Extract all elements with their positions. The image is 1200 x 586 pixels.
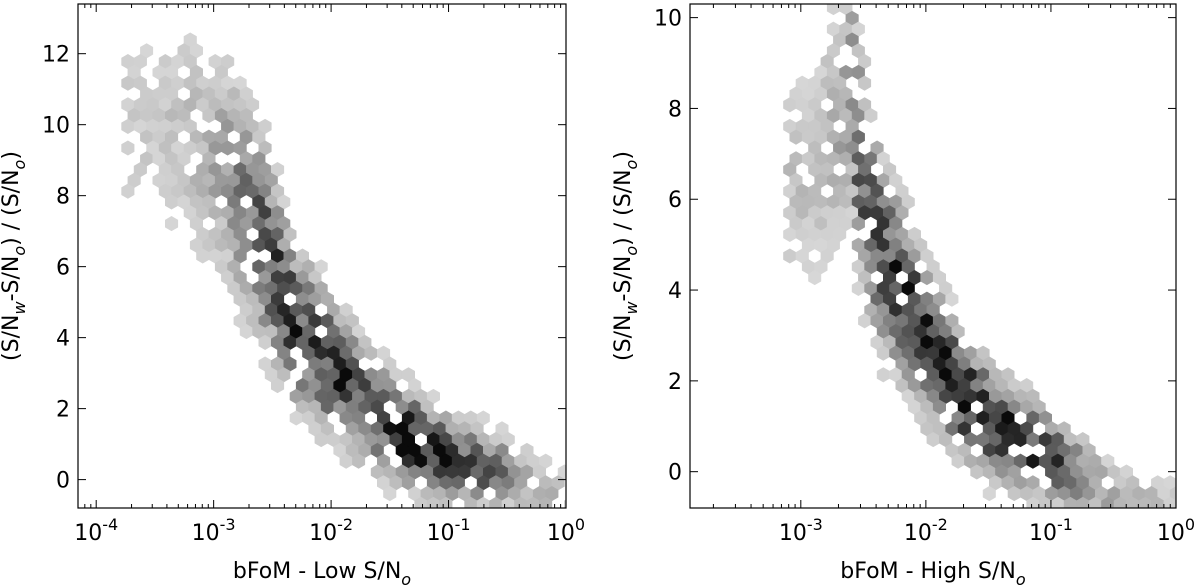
x-axis-title: bFoM - High S/No <box>840 559 1026 586</box>
x-tick-label: 10-2 <box>309 515 353 546</box>
x-tick-label: 10-4 <box>74 515 118 546</box>
hex-cell <box>1026 453 1040 469</box>
x-tick-label: 10-1 <box>1029 515 1073 546</box>
right-hexbin-panel: 10-3 10-2 10-1 100 0 2 4 6 8 10 bFoM - High S/No (S… <box>611 3 1195 586</box>
hex-cell <box>858 75 872 91</box>
hex-cell <box>783 248 797 264</box>
hex-cell <box>876 367 890 383</box>
y-tick-label: 4 <box>56 327 70 352</box>
x-axis-title: bFoM - Low S/No <box>233 559 411 586</box>
axes-frame <box>77 3 567 509</box>
y-tick-label: 0 <box>668 461 682 486</box>
y-tick-label: 8 <box>56 185 70 210</box>
hex-cell <box>383 486 397 502</box>
hex-cell <box>121 140 135 156</box>
y-tick-label: 2 <box>668 370 682 395</box>
hex-cell <box>1176 497 1188 511</box>
x-tick-label: 100 <box>547 515 585 546</box>
hex-cell <box>1169 486 1176 501</box>
y-tick-label: 8 <box>668 97 682 122</box>
hex-cell <box>808 270 822 286</box>
y-tick-label: 12 <box>42 43 70 68</box>
hex-cell <box>1163 496 1176 508</box>
y-axis-title: (S/Nw-S/No) / (S/No) <box>611 151 641 361</box>
x-tick-label: 10-3 <box>779 515 823 546</box>
hexbin-cells <box>783 4 1188 511</box>
x-tick-label: 10-1 <box>427 515 471 546</box>
hex-cell <box>982 486 996 502</box>
y-tick-label: 4 <box>668 279 682 304</box>
hex-cell <box>539 496 553 508</box>
hex-cell <box>945 291 959 307</box>
axes-frame <box>689 3 1177 509</box>
y-tick-label: 2 <box>56 398 70 423</box>
hex-cell <box>121 183 135 199</box>
y-axis-title: (S/Nw-S/No) / (S/No) <box>0 151 29 361</box>
left-hexbin-panel: 10-4 10-3 10-2 10-1 100 0 2 4 6 8 10 12 bFoM - Low S… <box>0 3 585 586</box>
hex-cell <box>270 378 285 394</box>
y-tick-label: 6 <box>668 188 682 213</box>
x-tick-label: 10-2 <box>904 515 948 546</box>
y-tick-label: 10 <box>654 7 682 32</box>
hex-cell <box>826 4 840 16</box>
hex-cell <box>864 108 878 124</box>
y-tick-label: 6 <box>56 256 70 281</box>
x-tick-label: 100 <box>1157 515 1195 546</box>
hex-cell <box>165 216 179 232</box>
x-tick-label: 10-3 <box>192 515 236 546</box>
y-tick-label: 10 <box>42 114 70 139</box>
hexbin-cells <box>121 32 566 508</box>
hex-cell <box>1176 476 1188 490</box>
hex-cell <box>352 453 366 469</box>
hex-cell <box>851 216 865 232</box>
y-tick-label: 0 <box>56 469 70 494</box>
